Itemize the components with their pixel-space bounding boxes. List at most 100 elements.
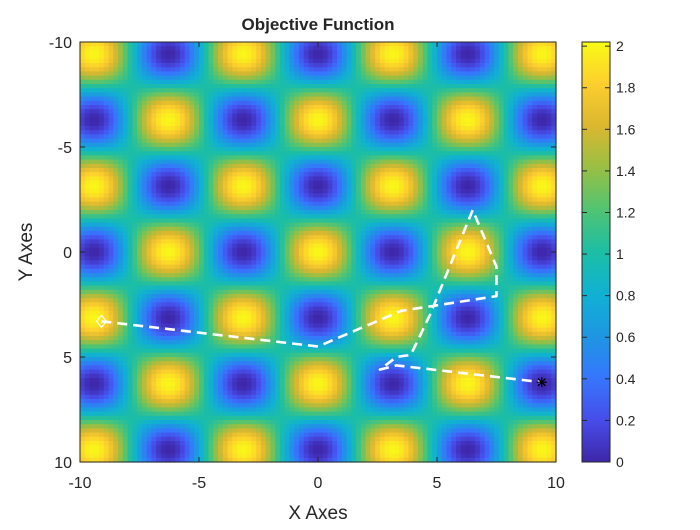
heatmap-cell — [504, 130, 509, 135]
heatmap-cell — [456, 139, 461, 144]
heatmap-cell — [266, 92, 271, 97]
heatmap-cell — [99, 97, 104, 102]
heatmap-cell — [237, 218, 242, 223]
heatmap-cell — [375, 42, 380, 47]
heatmap-cell — [175, 193, 180, 198]
heatmap-cell — [342, 176, 347, 181]
heatmap-cell — [209, 206, 214, 211]
heatmap-cell — [404, 151, 409, 156]
heatmap-cell — [156, 189, 161, 194]
heatmap-cell — [485, 55, 490, 60]
heatmap-cell — [523, 80, 528, 85]
heatmap-cell — [280, 67, 285, 72]
heatmap-cell — [228, 231, 233, 236]
heatmap-cell — [427, 176, 432, 181]
heatmap-cell — [261, 202, 266, 207]
heatmap-cell — [104, 214, 109, 219]
heatmap-cell — [370, 160, 375, 165]
heatmap-cell — [299, 164, 304, 169]
heatmap-cell — [185, 67, 190, 72]
heatmap-cell — [494, 172, 499, 177]
heatmap-cell — [475, 55, 480, 60]
heatmap-cell — [128, 88, 133, 93]
heatmap-cell — [280, 50, 285, 55]
heatmap-cell — [437, 105, 442, 110]
heatmap-cell — [256, 235, 261, 240]
heatmap-cell — [513, 202, 518, 207]
heatmap-cell — [289, 168, 294, 173]
heatmap-cell — [85, 181, 90, 186]
heatmap-cell — [204, 147, 209, 152]
heatmap-cell — [318, 109, 323, 114]
heatmap-cell — [447, 231, 452, 236]
heatmap-cell — [80, 55, 85, 60]
heatmap-cell — [537, 105, 542, 110]
heatmap-cell — [99, 206, 104, 211]
heatmap-cell — [294, 160, 299, 165]
heatmap-cell — [489, 63, 494, 68]
heatmap-cell — [218, 122, 223, 127]
heatmap-cell — [132, 63, 137, 68]
heatmap-cell — [132, 143, 137, 148]
heatmap-cell — [337, 92, 342, 97]
heatmap-cell — [156, 206, 161, 211]
heatmap-cell — [308, 84, 313, 89]
heatmap-cell — [247, 71, 252, 76]
heatmap-cell — [156, 210, 161, 215]
heatmap-cell — [413, 84, 418, 89]
heatmap-cell — [304, 109, 309, 114]
heatmap-cell — [389, 101, 394, 106]
heatmap-cell — [451, 181, 456, 186]
heatmap-cell — [147, 172, 152, 177]
heatmap-cell — [232, 42, 237, 47]
heatmap-cell — [270, 155, 275, 160]
heatmap-cell — [408, 118, 413, 123]
heatmap-cell — [128, 206, 133, 211]
heatmap-cell — [323, 160, 328, 165]
heatmap-cell — [356, 239, 361, 244]
heatmap-cell — [247, 172, 252, 177]
heatmap-cell — [437, 151, 442, 156]
heatmap-cell — [508, 160, 513, 165]
heatmap-cell — [151, 231, 156, 236]
heatmap-cell — [527, 168, 532, 173]
heatmap-cell — [123, 218, 128, 223]
heatmap-cell — [499, 50, 504, 55]
heatmap-cell — [461, 84, 466, 89]
heatmap-cell — [375, 155, 380, 160]
heatmap-cell — [385, 126, 390, 131]
heatmap-cell — [247, 50, 252, 55]
heatmap-cell — [170, 206, 175, 211]
heatmap-cell — [351, 147, 356, 152]
heatmap-cell — [94, 80, 99, 85]
heatmap-cell — [456, 113, 461, 118]
heatmap-cell — [385, 235, 390, 240]
heatmap-cell — [90, 160, 95, 165]
heatmap-cell — [389, 97, 394, 102]
heatmap-cell — [394, 101, 399, 106]
heatmap-cell — [142, 134, 147, 139]
heatmap-cell — [370, 50, 375, 55]
heatmap-cell — [142, 239, 147, 244]
heatmap-cell — [308, 164, 313, 169]
heatmap-cell — [294, 76, 299, 81]
heatmap-cell — [294, 71, 299, 76]
heatmap-cell — [280, 218, 285, 223]
heatmap-cell — [342, 197, 347, 202]
heatmap-cell — [318, 210, 323, 215]
heatmap-cell — [437, 231, 442, 236]
heatmap-cell — [185, 248, 190, 253]
heatmap-cell — [209, 88, 214, 93]
heatmap-cell — [499, 244, 504, 249]
heatmap-cell — [451, 147, 456, 152]
heatmap-cell — [347, 248, 352, 253]
heatmap-cell — [542, 101, 547, 106]
heatmap-cell — [423, 147, 428, 152]
heatmap-cell — [228, 223, 233, 228]
heatmap-cell — [199, 235, 204, 240]
heatmap-cell — [323, 63, 328, 68]
heatmap-cell — [270, 80, 275, 85]
heatmap-cell — [251, 206, 256, 211]
heatmap-cell — [132, 67, 137, 72]
heatmap-cell — [142, 223, 147, 228]
